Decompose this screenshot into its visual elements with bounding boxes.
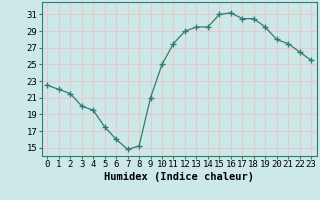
- X-axis label: Humidex (Indice chaleur): Humidex (Indice chaleur): [104, 172, 254, 182]
